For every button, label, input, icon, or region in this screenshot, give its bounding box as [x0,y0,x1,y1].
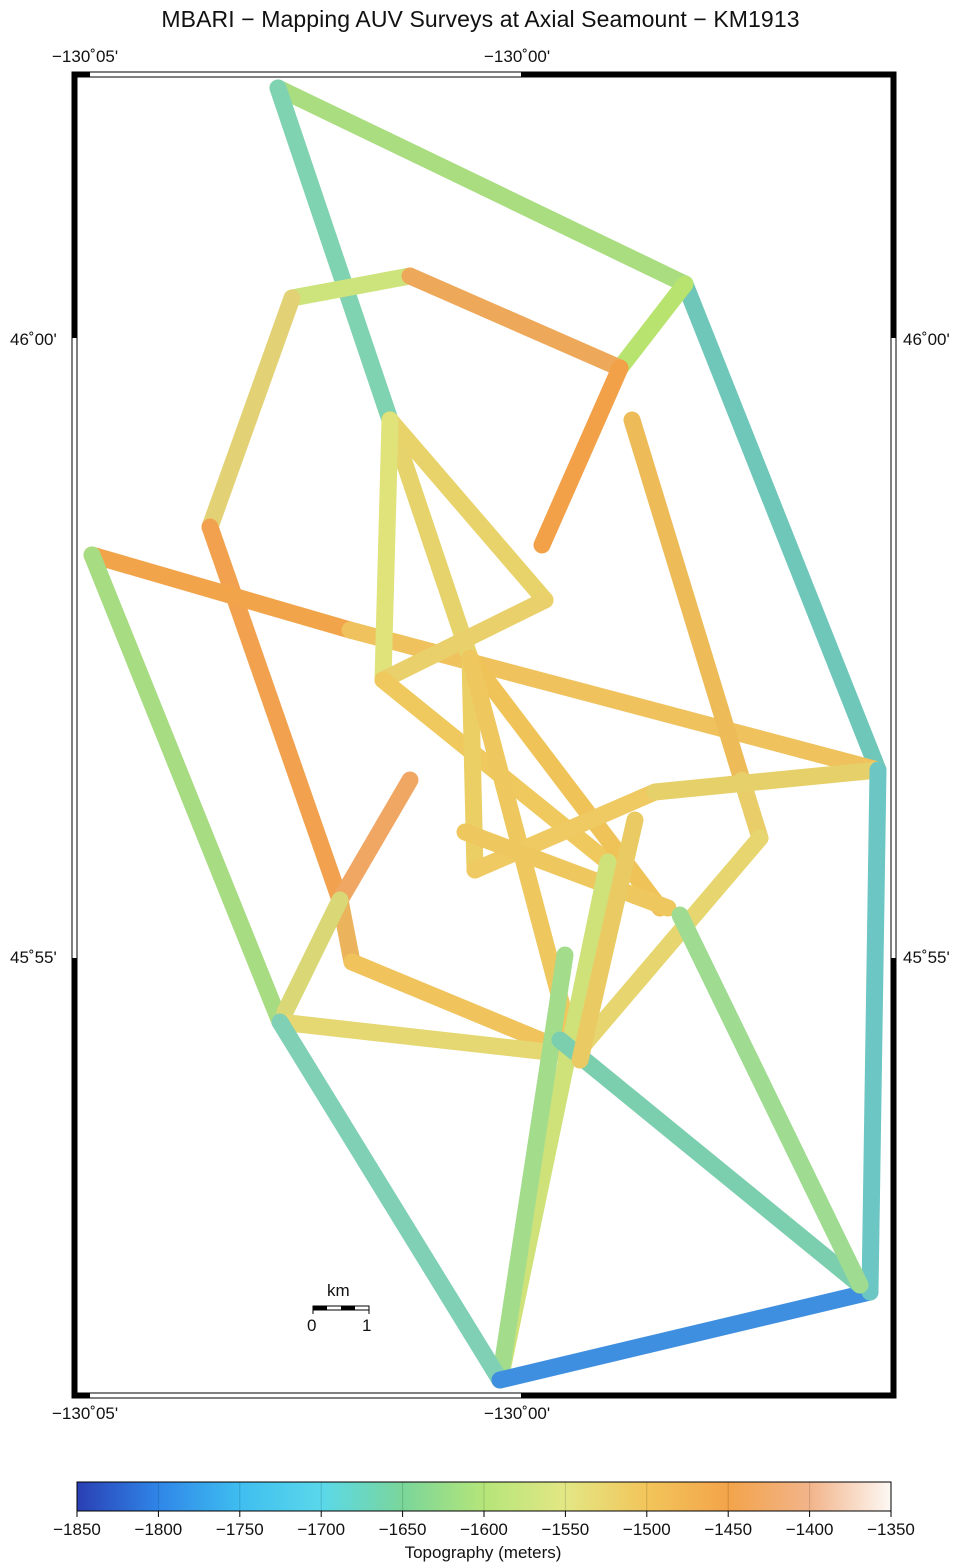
bottom-lon-label-2: −130˚00' [484,1404,551,1423]
colorbar-tick-label: −1600 [460,1520,508,1539]
colorbar-tick-label: −1800 [134,1520,183,1539]
scale-bar-end: 1 [362,1316,372,1335]
colorbar-tick-label: −1700 [297,1520,346,1539]
scale-bar [312,1305,370,1314]
colorbar-tick-label: −1850 [53,1520,101,1539]
right-lat-label-1: 46˚00' [903,330,950,349]
colorbar-tick-label: −1500 [622,1520,671,1539]
bottom-lon-label-1: −130˚05' [52,1404,119,1423]
scale-bar-start: 0 [307,1316,317,1335]
top-lon-label-1: −130˚05' [52,47,119,66]
colorbar-tick-label: −1750 [215,1520,264,1539]
survey-tracks [83,79,887,1389]
colorbar-label: Topography (meters) [404,1543,562,1562]
colorbar-tick-label: −1350 [867,1520,915,1539]
map-title: MBARI − Mapping AUV Surveys at Axial Sea… [161,6,800,32]
top-lon-label-2: −130˚00' [484,47,551,66]
colorbar-tick-label: −1400 [785,1520,834,1539]
colorbar-tick-label: −1550 [541,1520,590,1539]
left-lat-label-1: 46˚00' [10,330,57,349]
scale-bar-unit: km [327,1281,350,1300]
left-lat-label-2: 45˚55' [10,948,57,967]
colorbar-tick-label: −1450 [704,1520,753,1539]
right-lat-label-2: 45˚55' [903,948,950,967]
colorbar-tick-label: −1650 [378,1520,427,1539]
